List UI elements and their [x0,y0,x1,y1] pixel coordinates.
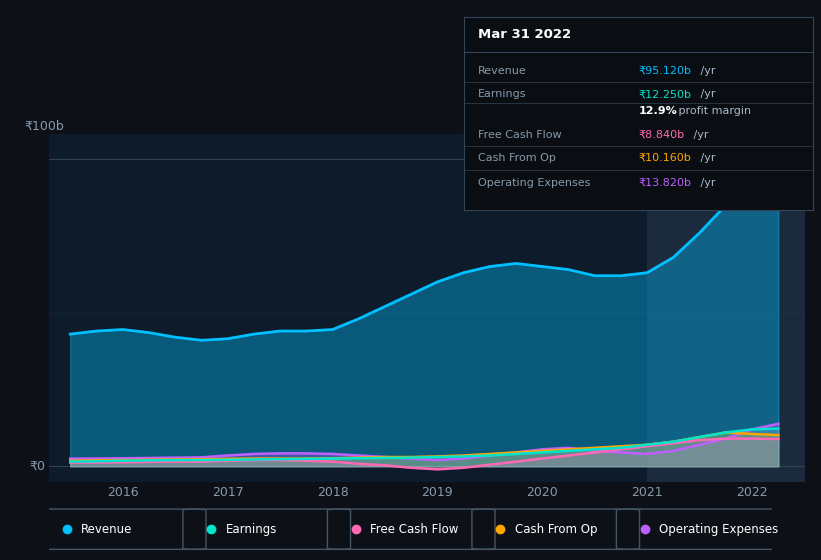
Text: 12.9%: 12.9% [639,106,677,116]
Text: ₹13.820b: ₹13.820b [639,178,691,188]
Bar [647,134,805,482]
Text: /yr: /yr [697,178,715,188]
Text: Operating Expenses: Operating Expenses [659,522,778,536]
Text: /yr: /yr [697,153,715,163]
Text: /yr: /yr [697,89,715,99]
Text: Free Cash Flow: Free Cash Flow [478,130,562,139]
Text: Cash From Op: Cash From Op [478,153,556,163]
Text: ₹0: ₹0 [30,460,45,473]
Text: /yr: /yr [690,130,709,139]
Text: /yr: /yr [697,66,715,76]
Text: ₹95.120b: ₹95.120b [639,66,691,76]
Text: Operating Expenses: Operating Expenses [478,178,590,188]
Text: Revenue: Revenue [81,522,132,536]
Text: ₹100b: ₹100b [25,119,64,133]
Text: Cash From Op: Cash From Op [515,522,597,536]
Text: Revenue: Revenue [478,66,526,76]
Text: Earnings: Earnings [226,522,277,536]
Text: Free Cash Flow: Free Cash Flow [370,522,458,536]
Text: ₹8.840b: ₹8.840b [639,130,685,139]
Text: Mar 31 2022: Mar 31 2022 [478,27,571,41]
Text: ₹12.250b: ₹12.250b [639,89,691,99]
Text: ₹10.160b: ₹10.160b [639,153,691,163]
Text: Earnings: Earnings [478,89,526,99]
Text: profit margin: profit margin [675,106,751,116]
